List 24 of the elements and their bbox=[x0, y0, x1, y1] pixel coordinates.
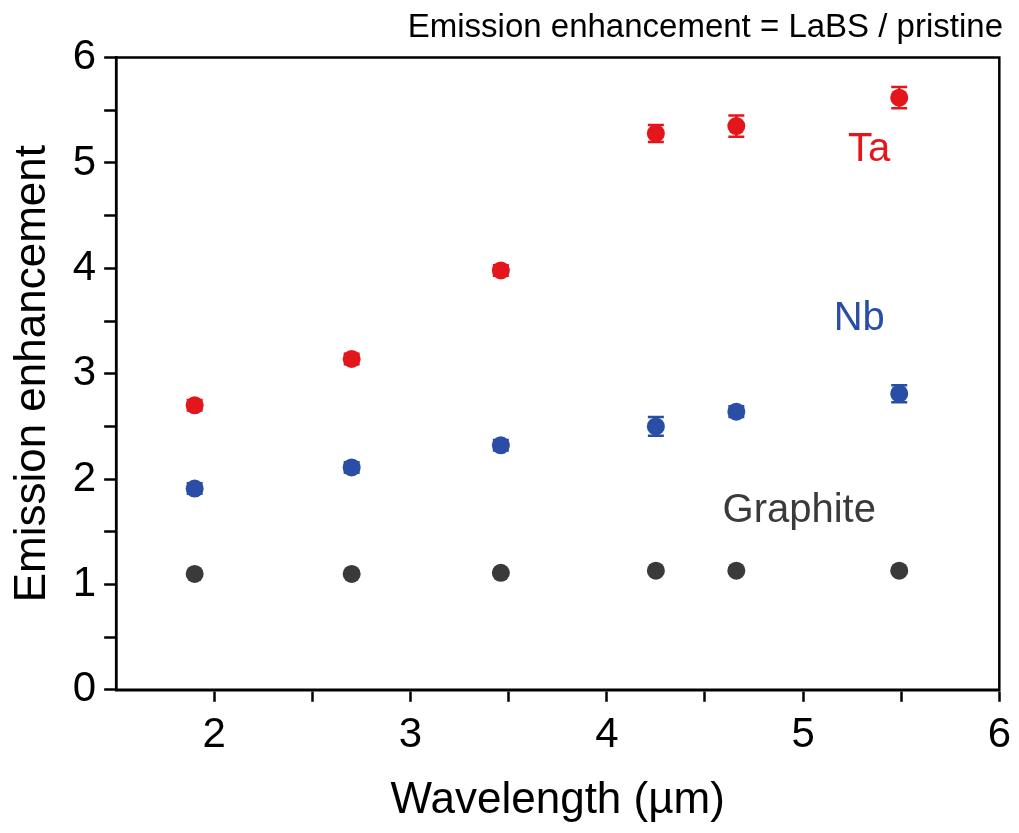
series-label: Nb bbox=[833, 293, 885, 338]
point bbox=[890, 561, 909, 580]
y-axis-title: Emission enhancement bbox=[4, 145, 54, 603]
y-tick-label: 6 bbox=[72, 31, 97, 79]
point bbox=[727, 561, 746, 580]
y-tick-label: 4 bbox=[72, 241, 97, 289]
x-axis-title: Wavelength (µm) bbox=[390, 772, 725, 822]
series-label: Ta bbox=[848, 124, 892, 169]
point bbox=[185, 564, 204, 583]
y-tick-label: 1 bbox=[72, 558, 97, 606]
y-tick-label: 5 bbox=[72, 136, 97, 184]
chart-title: Emission enhancement = LaBS / pristine bbox=[407, 6, 1003, 44]
x-tick-label: 5 bbox=[791, 708, 815, 756]
series-label: Graphite bbox=[722, 485, 876, 530]
x-tick-label: 6 bbox=[987, 708, 1011, 756]
y-tick-label: 0 bbox=[72, 663, 97, 711]
point bbox=[646, 561, 665, 580]
point bbox=[342, 564, 361, 583]
x-tick-label: 4 bbox=[595, 708, 619, 756]
y-tick-label: 2 bbox=[72, 452, 97, 500]
x-tick-label: 3 bbox=[398, 708, 423, 756]
x-tick-label: 2 bbox=[202, 708, 226, 756]
point bbox=[491, 563, 510, 582]
y-tick-label: 3 bbox=[72, 347, 97, 395]
